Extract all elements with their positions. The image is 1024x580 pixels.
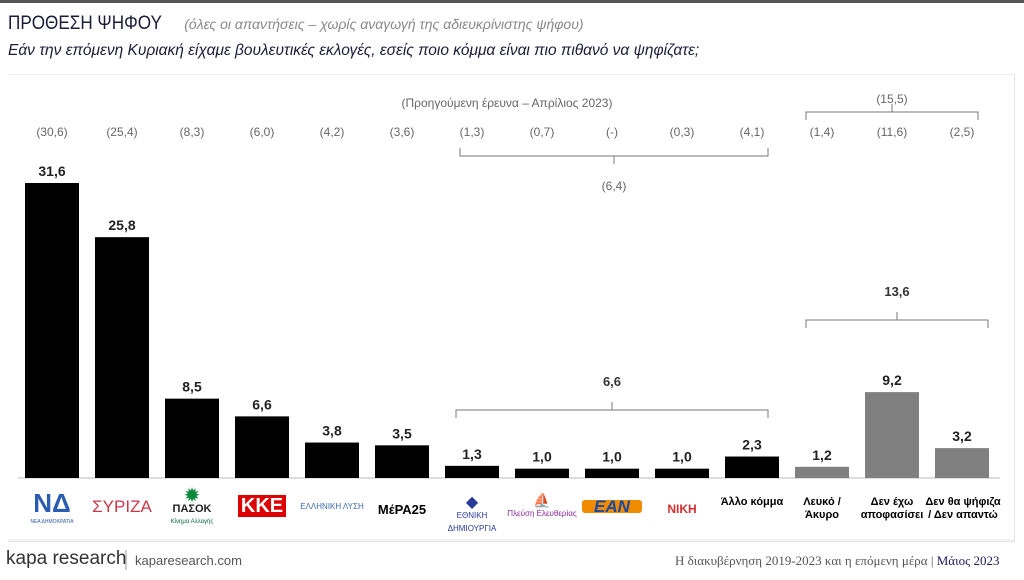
bar — [725, 456, 779, 478]
bar — [445, 465, 499, 478]
previous-value-label: (30,6) — [36, 125, 67, 139]
previous-value-label: (1,3) — [460, 125, 485, 139]
logo-mera25: ΜέΡΑ25 — [377, 502, 427, 517]
value-label: 1,0 — [672, 449, 692, 465]
previous-value-label: (4,2) — [320, 125, 345, 139]
previous-value-label: (6,0) — [250, 125, 275, 139]
chart-frame — [8, 74, 1015, 542]
bar — [25, 183, 79, 478]
brace-previous-other — [459, 148, 769, 164]
value-label: 9,2 — [882, 372, 902, 388]
brand-logo: kapa research — [6, 548, 127, 569]
previous-value-label: (0,7) — [530, 125, 555, 139]
bar — [655, 468, 709, 478]
previous-value-label: (25,4) — [106, 125, 137, 139]
bar — [935, 448, 989, 478]
subtitle: (όλες οι απαντήσεις – χωρίς αναγωγή της … — [184, 16, 584, 32]
logo-nd: ΝΔ ΝΕΑ ΔΗΜΟΚΡΑΤΙΑ — [30, 488, 74, 525]
logo-syriza: ΣΥΡΙΖΑ — [92, 497, 152, 516]
value-label: 25,8 — [108, 217, 135, 233]
value-label: 1,3 — [462, 446, 482, 462]
logo-kke: ΚΚΕ — [227, 495, 297, 517]
label-lefko-akyro: Λευκό / Άκυρο — [803, 496, 841, 521]
bar — [305, 442, 359, 478]
page-title: ΠΡΟΘΕΣΗ ΨΗΦΟΥ (όλες οι απαντήσεις – χωρί… — [8, 13, 584, 34]
footer-url[interactable]: kaparesearch.com — [135, 553, 242, 568]
logo-niki: ΝΙΚΗ — [667, 502, 697, 516]
logo-plefsi: ⛵ Πλεύση Ελευθερίας — [507, 492, 577, 518]
bar — [865, 392, 919, 478]
previous-value-label: (3,6) — [390, 125, 415, 139]
survey-question: Εάν την επόμενη Κυριακή είχαμε βουλευτικ… — [8, 42, 700, 59]
value-label: 1,0 — [532, 449, 552, 465]
value-label: 31,6 — [38, 163, 65, 179]
previous-value-label: (8,3) — [180, 125, 205, 139]
bar — [585, 468, 639, 478]
brace-other — [455, 402, 769, 418]
previous-survey-note: (Προηγούμενη έρευνα – Απρίλιος 2023) — [402, 96, 613, 110]
bar — [95, 237, 149, 478]
value-label: 8,5 — [182, 379, 202, 395]
value-label: 1,0 — [602, 449, 622, 465]
value-label: 6,6 — [252, 396, 272, 412]
value-label: 3,2 — [952, 428, 972, 444]
group-previous-label: (6,4) — [602, 179, 627, 193]
value-label: 3,8 — [322, 423, 342, 439]
previous-value-label: (11,6) — [877, 125, 907, 139]
label-den-exo-apofasisei: Δεν έχω αποφασίσει — [860, 496, 924, 521]
value-label: 3,5 — [392, 425, 412, 441]
footer-text: Η διακυβέρνηση 2019-2023 και η επόμενη μ… — [675, 553, 1000, 568]
previous-value-label: (1,4) — [810, 125, 835, 139]
logo-elliniki-lysi: ΕΛΛΗΝΙΚΗ ΛΥΣΗ — [300, 502, 364, 511]
value-label: 2,3 — [742, 437, 762, 453]
previous-value-label: (2,5) — [950, 125, 975, 139]
bar — [235, 416, 289, 478]
group-label: 6,6 — [603, 374, 621, 389]
previous-value-label: (4,1) — [740, 125, 765, 139]
top-rule — [0, 0, 1024, 3]
logo-pasok: ✹ ΠΑΣΟΚ Κίνημα Αλλαγής — [170, 485, 214, 525]
value-label: 1,2 — [812, 447, 832, 463]
bar — [795, 466, 849, 478]
brace-previous-nonvote — [805, 104, 979, 120]
previous-value-label: (-) — [606, 125, 618, 139]
bar — [165, 398, 219, 478]
bar — [375, 445, 429, 478]
group-label: 13,6 — [884, 284, 909, 299]
label-allo-komma: Άλλο κόμμα — [720, 496, 784, 508]
group-previous-label: (15,5) — [876, 92, 907, 106]
bar — [515, 468, 569, 478]
brace-nonvote — [805, 312, 989, 328]
logo-ean: ΕΑΝ — [582, 498, 642, 515]
label-den-tha-psifiza: Δεν θα ψήφιζα / Δεν απαντώ — [925, 496, 1001, 521]
previous-value-label: (0,3) — [670, 125, 695, 139]
logo-ethniki-dimiourgia: ◆ ΕΘΝΙΚΗ ΔΗΜΙΟΥΡΓΙΑ — [447, 494, 497, 534]
